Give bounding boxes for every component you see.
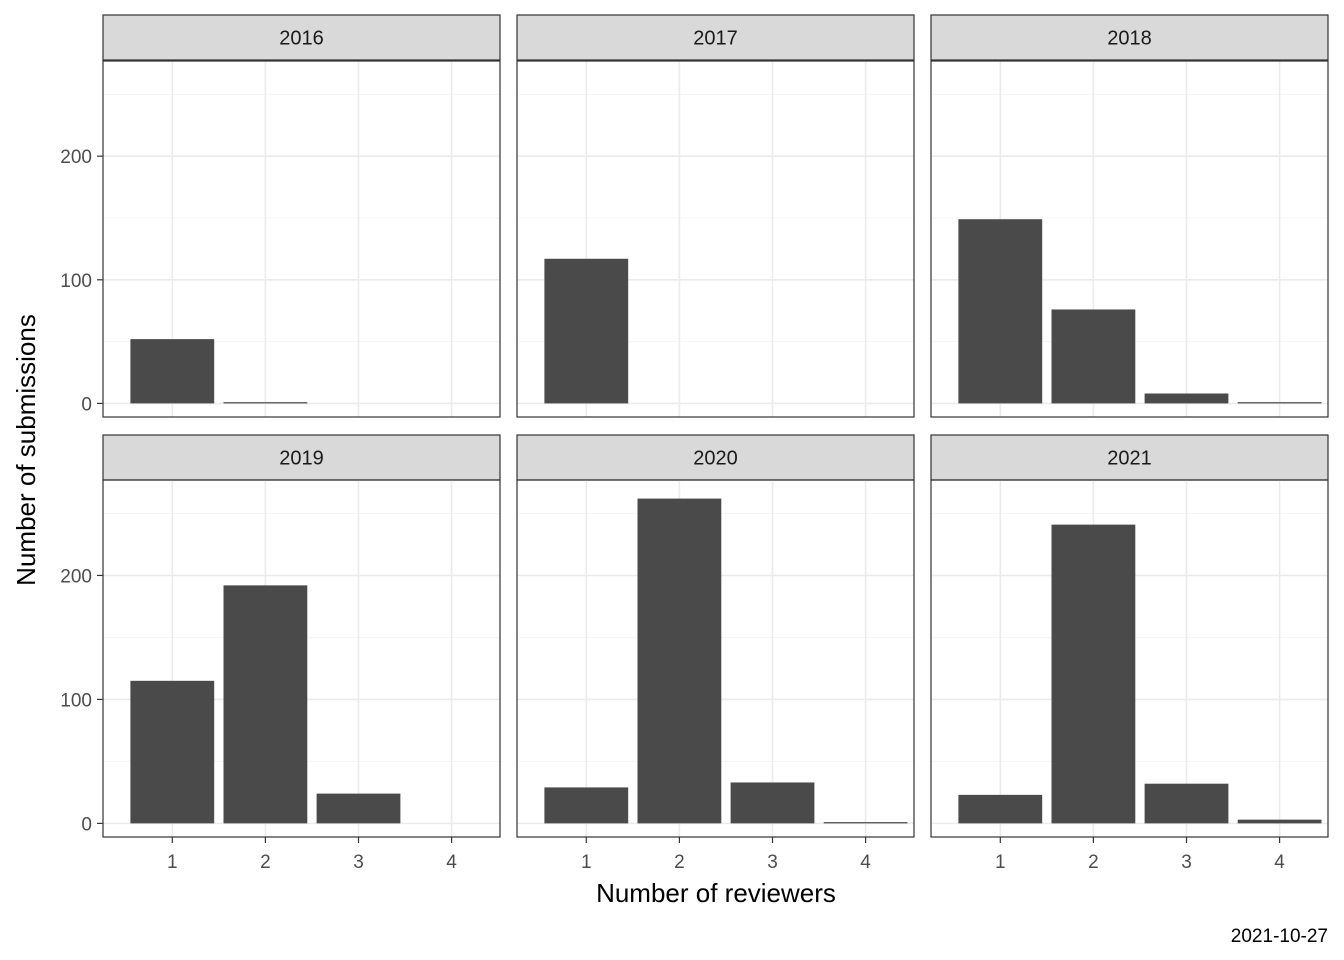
chart-caption: 2021-10-27 [1231,926,1328,947]
panel-border [930,479,1329,838]
facet-strip-label: 2020 [693,448,738,470]
facet-panel-2018: 2018 [930,14,1329,418]
bar-2020-1 [544,787,629,824]
facet-strip-label: 2017 [693,28,738,50]
facet-strip-label: 2018 [1107,28,1152,50]
bar-2021-2 [1051,524,1136,824]
x-tick-label: 2 [674,852,685,873]
bar-2018-1 [958,219,1043,404]
x-tick-label: 2 [260,852,271,873]
bar-2019-1 [130,680,215,824]
x-tick-label: 3 [767,852,778,873]
bar-2016-2 [223,402,308,404]
y-axis-title: Number of submissions [11,314,41,586]
panel-border [102,60,501,418]
y-tick-label: 0 [81,394,92,415]
facet-panel-2020: 2020 1 2 3 4 [516,434,915,873]
bar-2017-1 [544,258,629,404]
panel-border [102,479,501,838]
y-tick-label: 0 [81,814,92,835]
facet-strip [102,434,501,481]
x-tick-label: 1 [167,852,178,873]
y-tick-label: 100 [60,690,92,711]
x-tick-label: 2 [1088,852,1099,873]
bar-2020-4 [823,822,908,824]
x-tick-label: 1 [995,852,1006,873]
bar-2019-2 [223,585,308,824]
bar-2018-2 [1051,309,1136,404]
bar-2020-2 [637,498,722,824]
x-tick-label: 4 [446,852,457,873]
y-tick-label: 100 [60,271,92,292]
y-tick-label: 200 [60,147,92,168]
bar-2018-3 [1144,393,1229,404]
facet-panel-2016: 2016 0 100 200 [60,14,501,418]
facet-strip-label: 2019 [279,448,324,470]
panel-border [516,60,915,418]
facet-panel-2017: 2017 [516,14,915,418]
bar-2021-4 [1237,819,1322,824]
facet-strip [516,14,915,61]
bar-2019-3 [316,793,401,824]
x-tick-label: 4 [1274,852,1285,873]
facet-strip-label: 2016 [279,28,324,50]
facet-strip [102,14,501,61]
facet-strip [930,434,1329,481]
facet-panel-2019: 2019 0 100 200 1 2 3 4 [60,434,501,873]
bar-2016-1 [130,339,215,404]
bar-2020-3 [730,782,815,824]
bar-2021-3 [1144,783,1229,824]
y-tick-label: 200 [60,566,92,587]
facet-panel-2021: 2021 1 2 3 4 [930,434,1329,873]
panel-border [516,479,915,838]
facet-strip-label: 2021 [1107,448,1152,470]
x-tick-label: 4 [860,852,871,873]
bar-2018-4 [1237,402,1322,404]
x-tick-label: 3 [1181,852,1192,873]
x-tick-label: 3 [353,852,364,873]
facet-strip [930,14,1329,61]
panel-border [930,60,1329,418]
bar-2021-1 [958,794,1043,824]
x-axis-title: Number of reviewers [596,878,836,908]
x-tick-label: 1 [581,852,592,873]
